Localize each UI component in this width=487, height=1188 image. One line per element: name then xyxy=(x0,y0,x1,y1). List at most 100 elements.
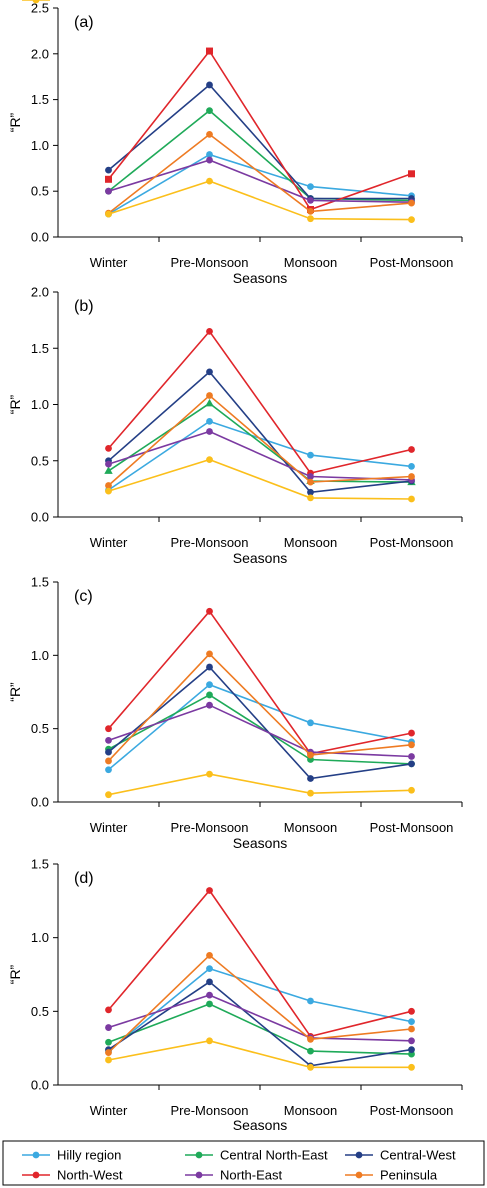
data-point xyxy=(408,741,415,749)
series-line xyxy=(108,458,412,500)
data-point xyxy=(206,607,213,615)
legend-swatch-marker xyxy=(195,1171,203,1179)
data-point xyxy=(206,887,213,894)
data-point xyxy=(105,791,112,799)
series-north-east xyxy=(105,428,415,484)
data-point xyxy=(206,701,213,709)
data-point xyxy=(105,487,112,495)
legend-swatch-marker xyxy=(355,1171,363,1179)
x-axis-title: Seasons xyxy=(233,835,287,851)
legend-label: Central North-East xyxy=(220,1148,328,1163)
legend-item-north-east: North-East xyxy=(185,1168,283,1183)
series-central-west xyxy=(105,368,415,496)
data-point xyxy=(307,488,314,496)
x-tick-label: Winter xyxy=(90,820,128,835)
series-peninsula xyxy=(105,951,415,1056)
series-peninsula xyxy=(105,392,415,489)
series-hilly-region xyxy=(105,151,415,218)
series-line xyxy=(107,665,412,780)
data-point xyxy=(408,446,415,453)
legend-item-north-west: North-West xyxy=(22,1168,123,1183)
data-point xyxy=(105,175,112,183)
data-point xyxy=(307,478,314,486)
data-point xyxy=(408,1025,415,1033)
y-tick-label: 0.5 xyxy=(31,1004,49,1019)
x-axis-title: Seasons xyxy=(233,270,287,286)
panel-label: (a) xyxy=(74,14,94,31)
x-tick-label: Monsoon xyxy=(284,255,337,270)
series-line xyxy=(108,159,412,203)
data-point xyxy=(408,1037,415,1045)
data-point xyxy=(105,444,112,452)
data-point xyxy=(307,751,314,759)
series-line xyxy=(108,133,412,214)
series-line xyxy=(108,980,412,1067)
data-point xyxy=(105,1056,112,1064)
y-axis-title: “R” xyxy=(7,394,23,414)
y-tick-label: 1.5 xyxy=(31,575,49,590)
series-north-east xyxy=(105,991,415,1045)
legend-swatch-marker xyxy=(355,1151,363,1159)
data-point xyxy=(206,327,213,335)
data-point xyxy=(307,215,314,223)
panel-4: 0.0 0.5 1.0 1.5 Winter Pre-Monsoon Monsoon Post… xyxy=(7,857,463,1133)
x-tick-label: Winter xyxy=(90,1103,128,1118)
series-line xyxy=(107,652,412,762)
series-line xyxy=(108,109,412,202)
data-point xyxy=(206,107,213,114)
series-island xyxy=(105,456,415,503)
data-point xyxy=(206,392,213,399)
series-island xyxy=(105,1037,415,1071)
x-tick-label: Pre-Monsoon xyxy=(170,255,248,270)
data-point xyxy=(307,1047,314,1055)
data-point xyxy=(206,691,213,699)
data-point xyxy=(408,1046,415,1054)
series-line xyxy=(107,610,412,755)
data-point xyxy=(206,131,213,138)
data-point xyxy=(307,775,314,782)
series-north-west xyxy=(105,607,415,757)
legend-box xyxy=(2,1140,485,1186)
x-tick-label: Winter xyxy=(90,535,128,550)
data-point xyxy=(105,166,112,174)
data-point xyxy=(408,170,415,178)
legend-swatch-marker xyxy=(32,1171,40,1179)
series-hilly-region xyxy=(105,965,415,1055)
data-point xyxy=(206,650,213,658)
x-tick-label: Post-Monsoon xyxy=(370,255,454,270)
legend-label: North-West xyxy=(57,1168,123,1183)
data-point xyxy=(105,737,112,744)
data-point xyxy=(408,729,415,737)
data-point xyxy=(307,789,314,797)
legend-label: Peninsula xyxy=(380,1168,438,1183)
data-point xyxy=(206,978,213,986)
data-point xyxy=(105,766,112,774)
data-point xyxy=(206,177,213,185)
legend-swatch-marker xyxy=(32,1151,40,1159)
data-point xyxy=(408,473,415,480)
series-central-north-east xyxy=(105,1000,415,1058)
data-point xyxy=(206,1037,213,1045)
data-point xyxy=(206,428,213,435)
legend-item-peninsula: Peninsula xyxy=(345,1168,438,1183)
y-tick-label: 2.0 xyxy=(31,46,49,61)
data-point xyxy=(206,1000,213,1008)
series-central-west xyxy=(105,978,415,1070)
series-central-west xyxy=(105,663,415,782)
y-tick-label: 1.0 xyxy=(31,138,49,153)
series-peninsula xyxy=(105,650,415,765)
data-point xyxy=(105,460,112,468)
data-point xyxy=(307,997,314,1005)
legend-item-island: Island xyxy=(22,0,92,4)
data-point xyxy=(105,1049,112,1056)
x-tick-label: Pre-Monsoon xyxy=(170,1103,248,1118)
y-tick-label: 1.0 xyxy=(31,397,49,412)
data-point xyxy=(206,951,213,959)
legend-label: Island xyxy=(57,0,92,3)
data-point xyxy=(307,494,314,502)
data-point xyxy=(408,1018,415,1026)
series-line xyxy=(108,402,412,483)
legend-label: Hilly region xyxy=(57,1148,121,1163)
